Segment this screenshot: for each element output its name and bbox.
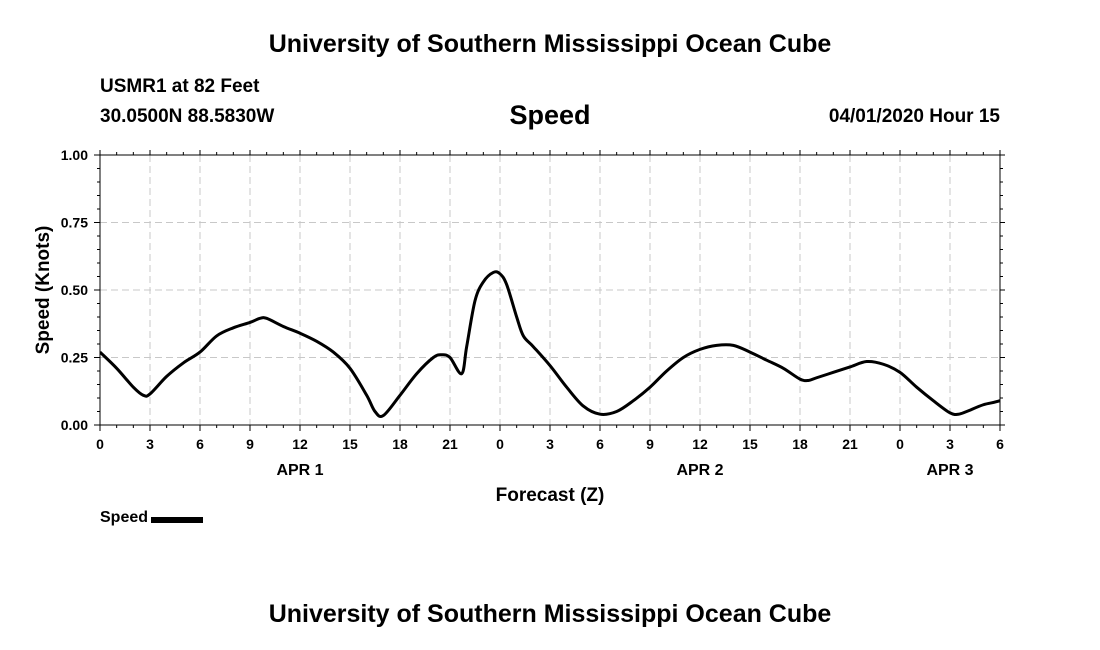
x-tick-label: 12 xyxy=(292,436,308,452)
series-line-speed xyxy=(100,270,1000,419)
y-axis-label: Speed (Knots) xyxy=(33,226,54,355)
x-tick-label: 15 xyxy=(742,436,758,452)
x-tick-label: 21 xyxy=(442,436,458,452)
x-tick-label: 15 xyxy=(342,436,358,452)
y-tick-label: 0.75 xyxy=(61,215,88,231)
x-tick-label: 6 xyxy=(996,436,1004,452)
x-tick-label: 9 xyxy=(246,436,254,452)
y-tick-label: 0.25 xyxy=(61,350,88,366)
x-tick-labels: 0 3 6 9 12 15 18 21 0 3 6 9 12 15 18 21 0 3 6 xyxy=(96,436,1004,452)
plot-frame xyxy=(99,154,1001,426)
day-label: APR 1 xyxy=(276,462,323,479)
station-label: USMR1 at 82 Feet xyxy=(100,76,260,97)
y-tick-label: 1.00 xyxy=(61,147,88,163)
legend: Speed xyxy=(100,509,204,527)
coordinates-label: 30.0500N 88.5830W xyxy=(100,106,275,127)
y-tick-label: 0.00 xyxy=(61,417,88,433)
legend-label: Speed xyxy=(100,509,149,526)
day-labels: APR 1 APR 2 APR 3 xyxy=(276,462,973,479)
x-tick-label: 3 xyxy=(146,436,154,452)
x-tick-label: 3 xyxy=(946,436,954,452)
x-tick-label: 12 xyxy=(692,436,708,452)
x-tick-label: 0 xyxy=(496,436,504,452)
day-label: APR 3 xyxy=(926,462,973,479)
legend-line-swatch xyxy=(151,517,204,523)
parameter-title: Speed xyxy=(509,100,591,130)
x-tick-label: 21 xyxy=(842,436,858,452)
x-tick-label: 6 xyxy=(596,436,604,452)
grid xyxy=(100,155,1000,425)
series-group xyxy=(100,270,1000,419)
bottom-title: University of Southern Mississippi Ocean… xyxy=(268,600,832,628)
y-tick-labels: 0.00 0.25 0.50 0.75 1.00 xyxy=(61,147,88,433)
x-tick-label: 6 xyxy=(196,436,204,452)
x-tick-label: 0 xyxy=(96,436,104,452)
x-tick-label: 3 xyxy=(546,436,554,452)
x-tick-label: 9 xyxy=(646,436,654,452)
y-tick-label: 0.50 xyxy=(61,282,88,298)
day-label: APR 2 xyxy=(676,462,723,479)
x-tick-label: 0 xyxy=(896,436,904,452)
x-tick-label: 18 xyxy=(392,436,408,452)
run-time-label: 04/01/2020 Hour 15 xyxy=(828,106,1000,127)
x-axis-label: Forecast (Z) xyxy=(496,485,605,506)
top-title: University of Southern Mississippi Ocean… xyxy=(268,30,832,58)
x-tick-label: 18 xyxy=(792,436,808,452)
